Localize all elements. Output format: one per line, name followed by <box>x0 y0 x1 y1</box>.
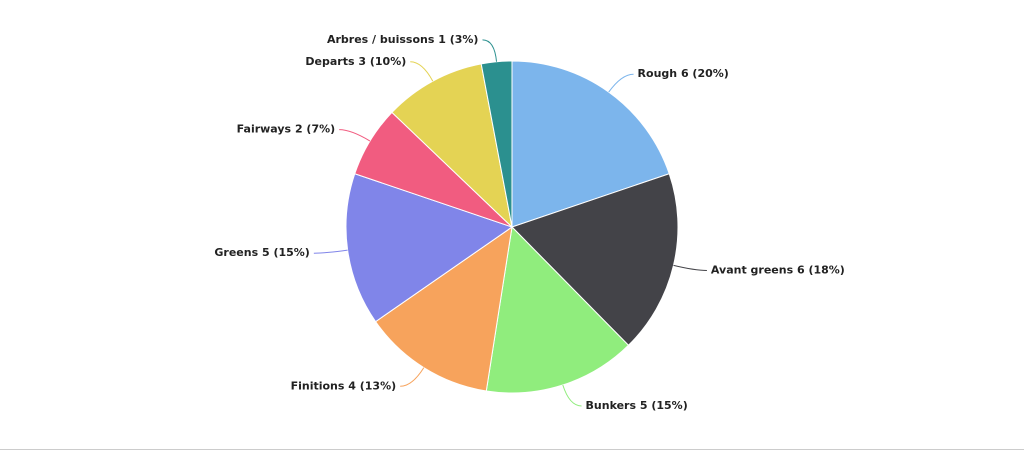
data-label: Greens 5 (15%) <box>214 246 309 259</box>
pie-slice <box>485 225 630 394</box>
data-label: Fairways 2 (7%) <box>237 123 336 136</box>
connector <box>400 367 425 387</box>
connector <box>482 39 498 62</box>
connector <box>608 73 634 93</box>
data-label: Rough 6 (20%) <box>638 67 729 80</box>
data-label: Departs 3 (10%) <box>305 55 406 68</box>
connector <box>339 129 371 142</box>
data-label: Finitions 4 (13%) <box>291 379 397 392</box>
data-label: Avant greens 6 (18%) <box>711 263 845 276</box>
pie-slice <box>345 173 514 323</box>
connector <box>313 249 348 254</box>
connector <box>673 264 707 271</box>
pie-slice <box>374 225 513 392</box>
data-label: Arbres / buissons 1 (3%) <box>327 33 478 46</box>
connector <box>562 384 582 407</box>
pie-slice <box>511 173 679 346</box>
data-label: Bunkers 5 (15%) <box>586 399 688 412</box>
connector <box>410 61 434 82</box>
